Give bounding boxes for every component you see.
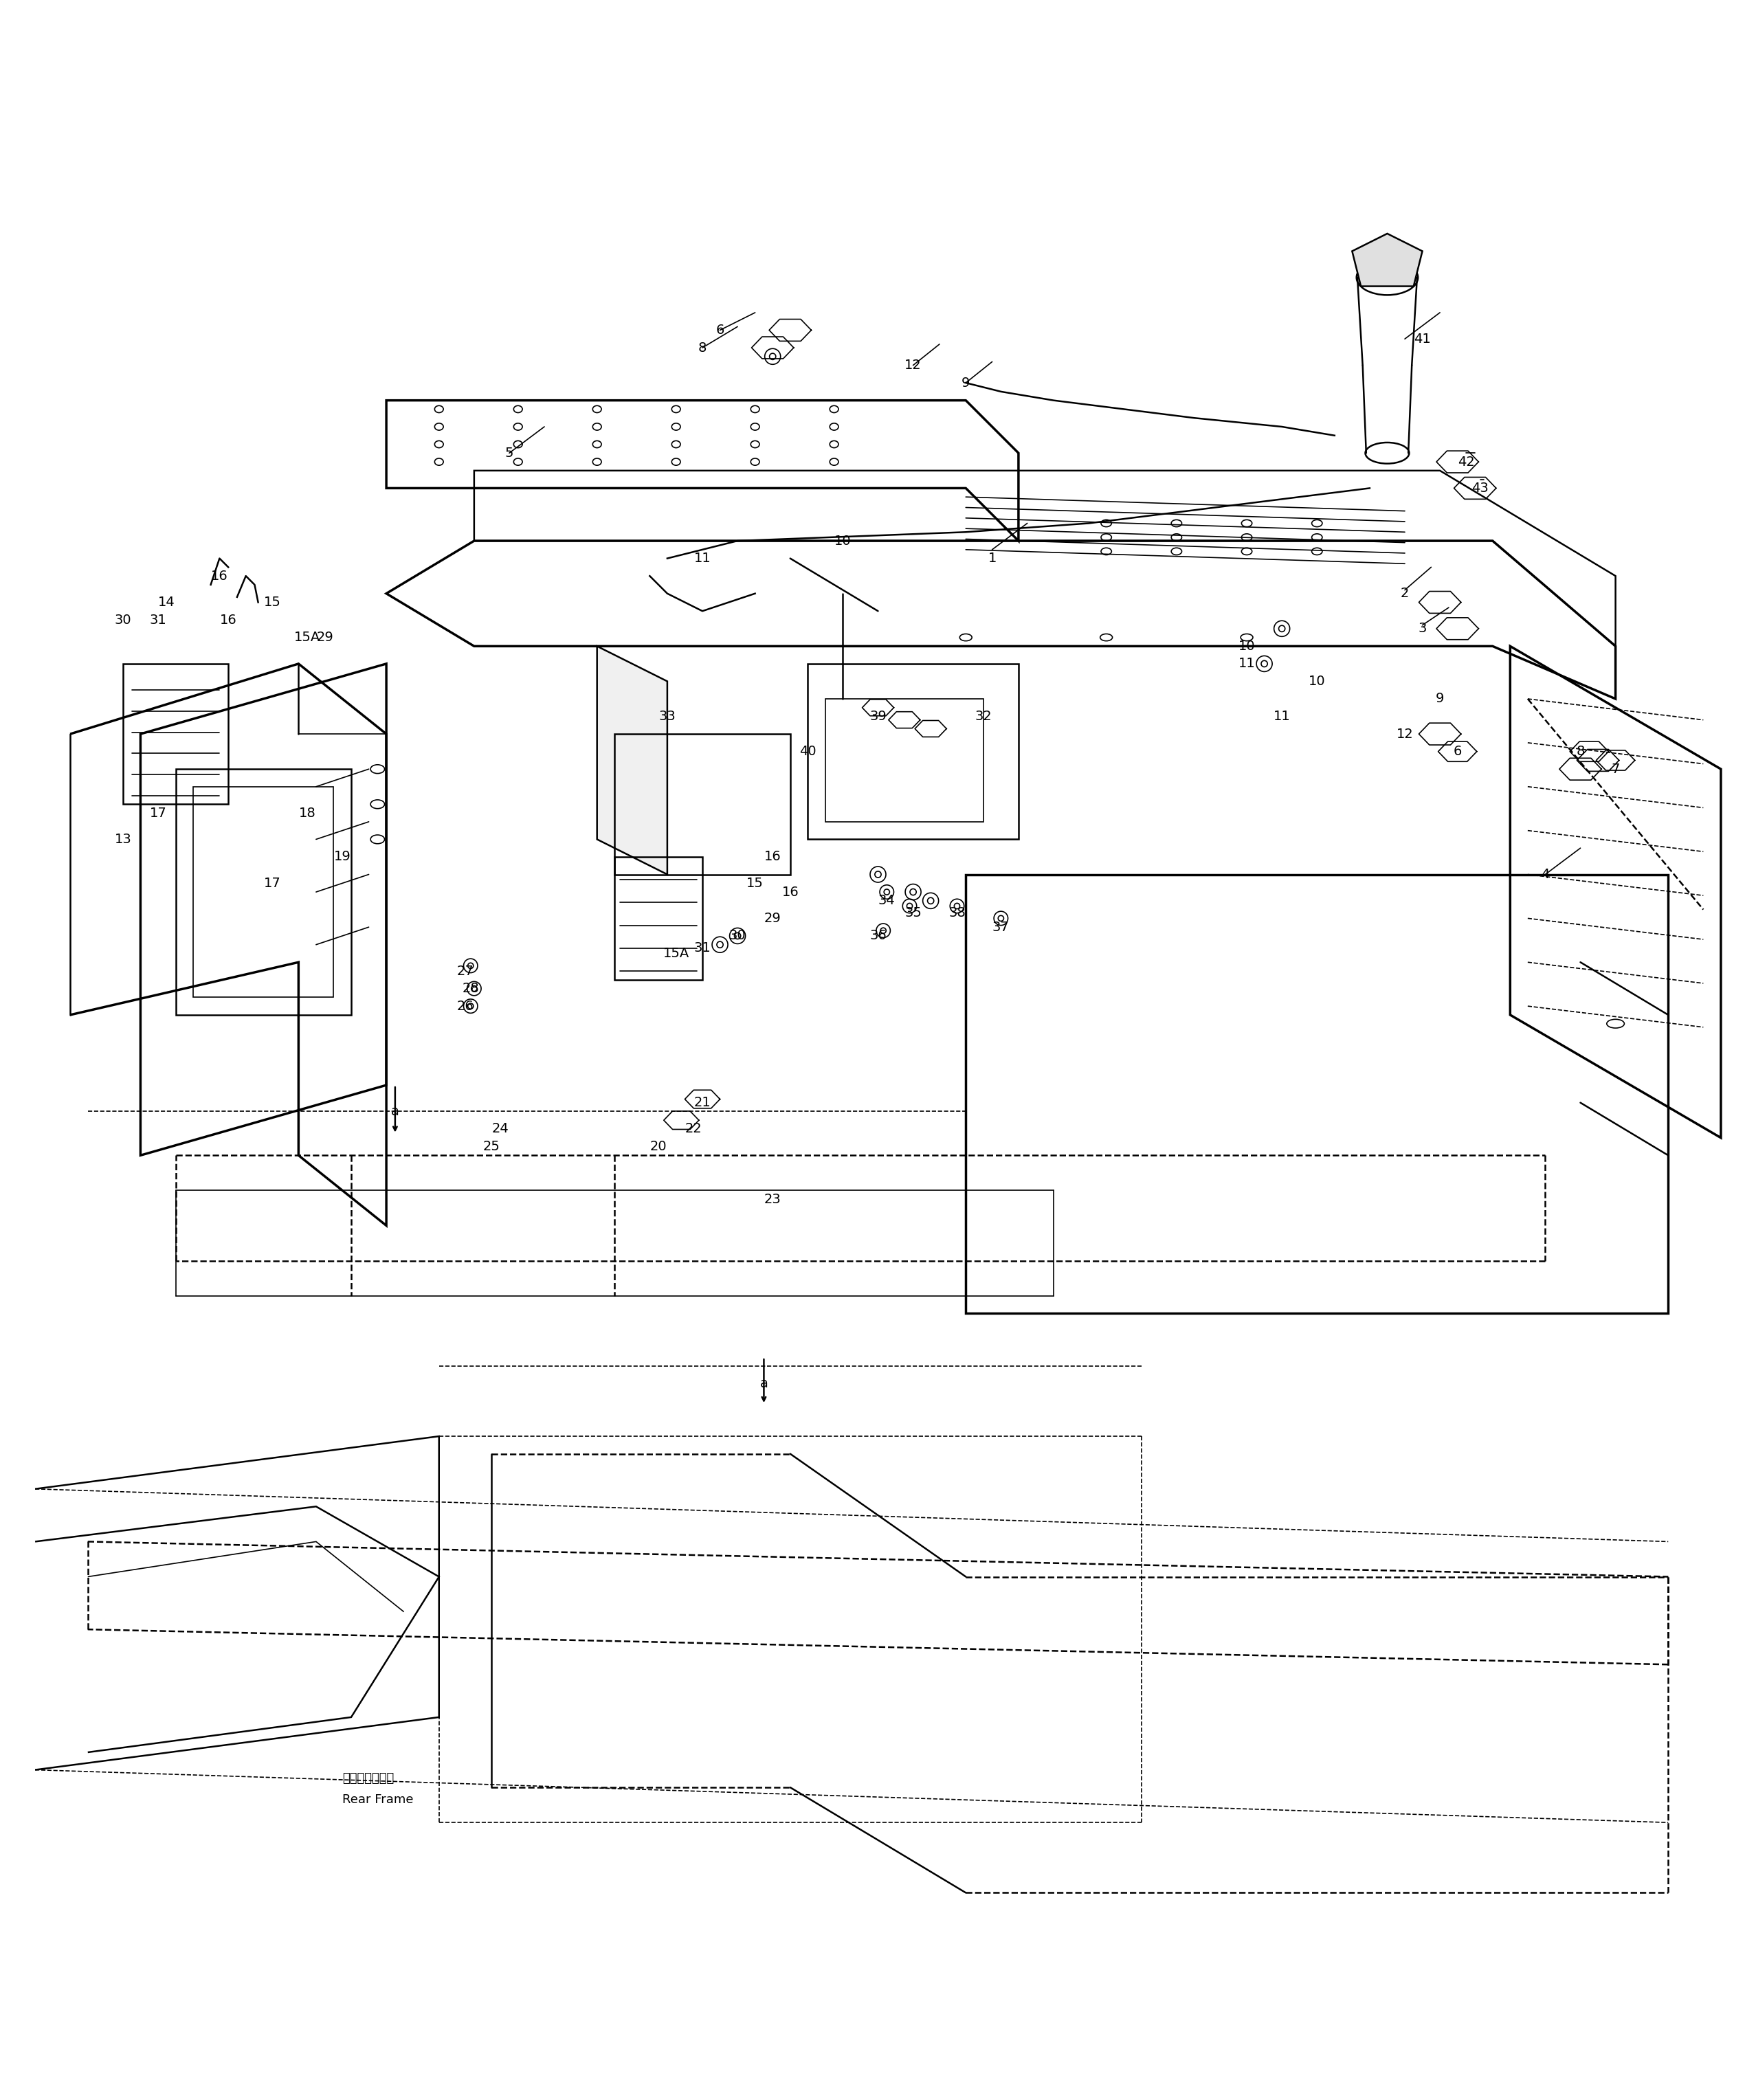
- Text: a: a: [392, 1105, 399, 1117]
- Text: 9: 9: [962, 376, 969, 389]
- Text: 10: 10: [1238, 640, 1256, 653]
- Text: 5: 5: [506, 447, 513, 460]
- Text: 11: 11: [1273, 710, 1291, 722]
- Polygon shape: [1352, 233, 1422, 286]
- Text: 29: 29: [764, 911, 781, 924]
- Text: 29: 29: [316, 630, 334, 645]
- Text: 16: 16: [211, 569, 228, 582]
- Text: 17: 17: [263, 876, 281, 890]
- Text: 13: 13: [114, 834, 132, 846]
- Text: 28: 28: [462, 983, 479, 995]
- Text: 8: 8: [699, 340, 706, 355]
- Text: 6: 6: [1454, 746, 1461, 758]
- Text: 7: 7: [1612, 762, 1619, 775]
- Text: 27: 27: [457, 964, 474, 976]
- Text: 14: 14: [158, 596, 176, 609]
- Text: 22: 22: [685, 1124, 702, 1136]
- Text: 16: 16: [764, 851, 781, 863]
- Text: 6: 6: [716, 323, 723, 336]
- Text: 33: 33: [658, 710, 676, 722]
- Text: 4: 4: [1542, 867, 1549, 882]
- Text: 42: 42: [1457, 456, 1475, 468]
- Text: 16: 16: [781, 886, 799, 899]
- Text: 1: 1: [989, 552, 996, 565]
- Text: 2: 2: [1401, 588, 1408, 601]
- Text: 23: 23: [764, 1193, 781, 1205]
- Text: 37: 37: [992, 920, 1010, 935]
- Text: 15A: 15A: [295, 630, 320, 645]
- Text: 17: 17: [149, 806, 167, 819]
- Text: 12: 12: [1396, 727, 1414, 741]
- Bar: [193, 788, 334, 998]
- Text: 30: 30: [114, 613, 132, 626]
- Text: 3: 3: [1419, 622, 1426, 634]
- Text: 10: 10: [834, 533, 852, 548]
- Text: 24: 24: [492, 1124, 509, 1136]
- Bar: [176, 769, 351, 1014]
- Text: a: a: [760, 1378, 767, 1390]
- Bar: [123, 664, 228, 804]
- Text: 31: 31: [149, 613, 167, 626]
- Text: 25: 25: [483, 1140, 500, 1153]
- Text: 21: 21: [694, 1096, 711, 1109]
- Text: 16: 16: [220, 613, 237, 626]
- Text: 43: 43: [1472, 481, 1489, 496]
- Text: 11: 11: [1238, 657, 1256, 670]
- Text: 15: 15: [263, 596, 281, 609]
- Text: リヤーフレーム: リヤーフレーム: [342, 1772, 393, 1785]
- Text: 31: 31: [694, 941, 711, 956]
- Text: 20: 20: [650, 1140, 667, 1153]
- Text: 39: 39: [869, 710, 887, 722]
- Text: 26: 26: [457, 1000, 474, 1012]
- Text: 40: 40: [799, 746, 817, 758]
- Text: 9: 9: [1436, 693, 1443, 706]
- Text: 35: 35: [904, 907, 922, 920]
- Text: 18: 18: [299, 806, 316, 819]
- Text: 32: 32: [975, 710, 992, 722]
- Text: 34: 34: [878, 895, 896, 907]
- Text: 36: 36: [869, 930, 887, 943]
- Polygon shape: [597, 647, 667, 874]
- Text: 30: 30: [729, 930, 746, 943]
- Bar: [615, 857, 702, 981]
- Text: 15A: 15A: [664, 947, 688, 960]
- Text: 8: 8: [1577, 746, 1584, 758]
- Text: 12: 12: [904, 359, 922, 372]
- Text: 41: 41: [1414, 332, 1431, 347]
- Text: Rear Frame: Rear Frame: [342, 1793, 414, 1806]
- Text: 11: 11: [694, 552, 711, 565]
- Text: 19: 19: [334, 851, 351, 863]
- Text: 15: 15: [746, 876, 764, 890]
- Text: 10: 10: [1308, 674, 1326, 689]
- Text: 38: 38: [948, 907, 966, 920]
